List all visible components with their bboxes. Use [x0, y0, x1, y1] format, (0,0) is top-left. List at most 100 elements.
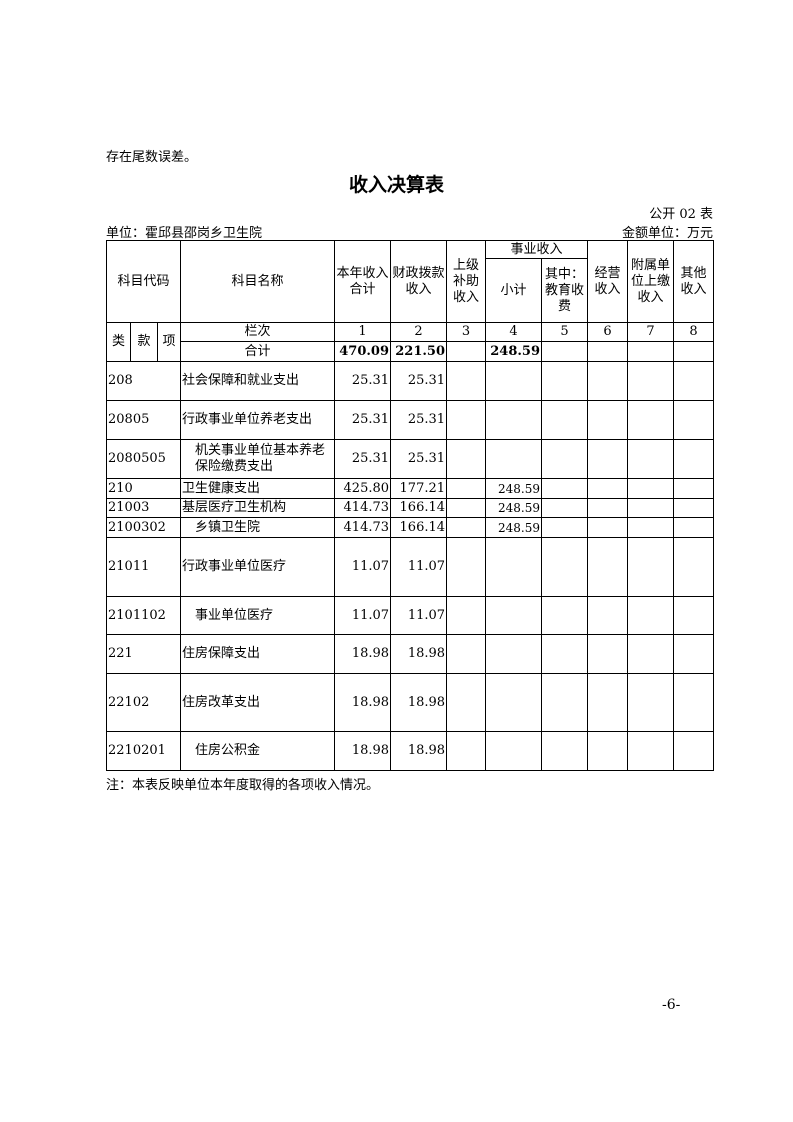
unit-label: 单位：霍邱县邵岗乡卫生院: [106, 226, 263, 241]
row-value: 166.14: [390, 498, 448, 518]
table-row: 210 卫生健康支出 425.80 177.21 248.59: [105, 478, 715, 499]
row-value: [587, 731, 629, 771]
row-value: [673, 439, 715, 479]
header-business: 事业收入: [485, 240, 589, 259]
row-value: 166.14: [390, 517, 448, 538]
row-name: 基层医疗卫生机构: [180, 498, 336, 518]
row-value: 11.07: [390, 537, 448, 597]
row-value: [446, 596, 487, 635]
row-value: [485, 634, 543, 674]
row-value: [627, 634, 675, 674]
row-value: [541, 634, 589, 674]
header-name: 科目名称: [180, 240, 336, 323]
header-subtotal: 小计: [485, 258, 543, 323]
row-value: 414.73: [334, 517, 392, 538]
row-value: [587, 634, 629, 674]
row-value: 248.59: [485, 478, 543, 499]
row-name: 行政事业单位医疗: [180, 537, 336, 597]
sum-value: 470.09: [334, 341, 392, 362]
row-value: [587, 478, 629, 499]
row-value: [627, 731, 675, 771]
row-value: 18.98: [390, 634, 448, 674]
row-value: 248.59: [485, 498, 543, 518]
column-number: 8: [673, 322, 715, 342]
row-name: 住房公积金: [180, 731, 336, 771]
row-value: 25.31: [390, 400, 448, 440]
row-value: 25.31: [334, 361, 392, 401]
row-value: [446, 439, 487, 479]
income-table: 科目代码 科目名称 本年收入合计 财政拨款收入 上级补助收入 事业收入 经营收入…: [105, 240, 715, 771]
sum-label: 合计: [180, 341, 336, 362]
table-row: 221 住房保障支出 18.98 18.98: [105, 634, 715, 674]
row-value: [587, 498, 629, 518]
column-number: 5: [541, 322, 589, 342]
row-value: [446, 537, 487, 597]
sum-value: [446, 341, 487, 362]
header-affiliated: 附属单位上缴收入: [627, 240, 675, 323]
sum-value: [673, 341, 715, 362]
amount-unit-label: 金额单位：万元: [621, 226, 713, 241]
page-number: -6-: [662, 997, 681, 1013]
header-superior: 上级补助收入: [446, 240, 487, 323]
table-row: 2210201 住房公积金 18.98 18.98: [105, 731, 715, 771]
row-value: [673, 673, 715, 732]
row-name: 行政事业单位养老支出: [180, 400, 336, 440]
row-value: [673, 634, 715, 674]
row-value: [627, 478, 675, 499]
row-value: [627, 361, 675, 401]
row-value: 11.07: [390, 596, 448, 635]
row-value: [446, 731, 487, 771]
row-value: [673, 361, 715, 401]
row-value: [485, 673, 543, 732]
sum-value: [627, 341, 675, 362]
table-row: 2101102 事业单位医疗 11.07 11.07: [105, 596, 715, 635]
sum-value: 221.50: [390, 341, 448, 362]
row-value: [673, 537, 715, 597]
row-value: [673, 400, 715, 440]
row-value: [587, 673, 629, 732]
row-value: [541, 361, 589, 401]
column-number: 4: [485, 322, 543, 342]
row-value: 177.21: [390, 478, 448, 499]
row-value: 18.98: [334, 634, 392, 674]
row-code: 2210201: [105, 731, 182, 771]
row-name: 事业单位医疗: [180, 596, 336, 635]
row-value: [673, 498, 715, 518]
row-code: 21003: [105, 498, 182, 518]
row-value: [587, 439, 629, 479]
table-row: 21003 基层医疗卫生机构 414.73 166.14 248.59: [105, 498, 715, 518]
table-row: 2100302 乡镇卫生院 414.73 166.14 248.59: [105, 517, 715, 538]
row-value: [446, 517, 487, 538]
column-number: 3: [446, 322, 487, 342]
header-other: 其他收入: [673, 240, 715, 323]
row-value: [673, 731, 715, 771]
row-value: [446, 673, 487, 732]
row-value: [485, 731, 543, 771]
row-value: [627, 537, 675, 597]
row-value: [627, 517, 675, 538]
header-education: 其中：教育收费: [541, 258, 589, 323]
row-value: [485, 400, 543, 440]
row-code: 221: [105, 634, 182, 674]
row-name: 乡镇卫生院: [180, 517, 336, 538]
row-code: 20805: [105, 400, 182, 440]
row-value: [485, 439, 543, 479]
row-value: [485, 361, 543, 401]
row-value: [587, 400, 629, 440]
header-xiang: 项: [156, 322, 182, 362]
row-value: 414.73: [334, 498, 392, 518]
table-row: 22102 住房改革支出 18.98 18.98: [105, 673, 715, 732]
header-operating: 经营收入: [587, 240, 629, 323]
row-name: 住房改革支出: [180, 673, 336, 732]
row-value: [541, 517, 589, 538]
row-value: [485, 537, 543, 597]
row-value: 11.07: [334, 537, 392, 597]
row-value: 18.98: [334, 673, 392, 732]
row-name: 卫生健康支出: [180, 478, 336, 499]
row-code: 2101102: [105, 596, 182, 635]
row-value: [587, 596, 629, 635]
note-top: 存在尾数误差。: [106, 150, 198, 165]
row-value: [587, 537, 629, 597]
row-value: [673, 596, 715, 635]
row-name: 机关事业单位基本养老保险缴费支出: [180, 439, 336, 479]
